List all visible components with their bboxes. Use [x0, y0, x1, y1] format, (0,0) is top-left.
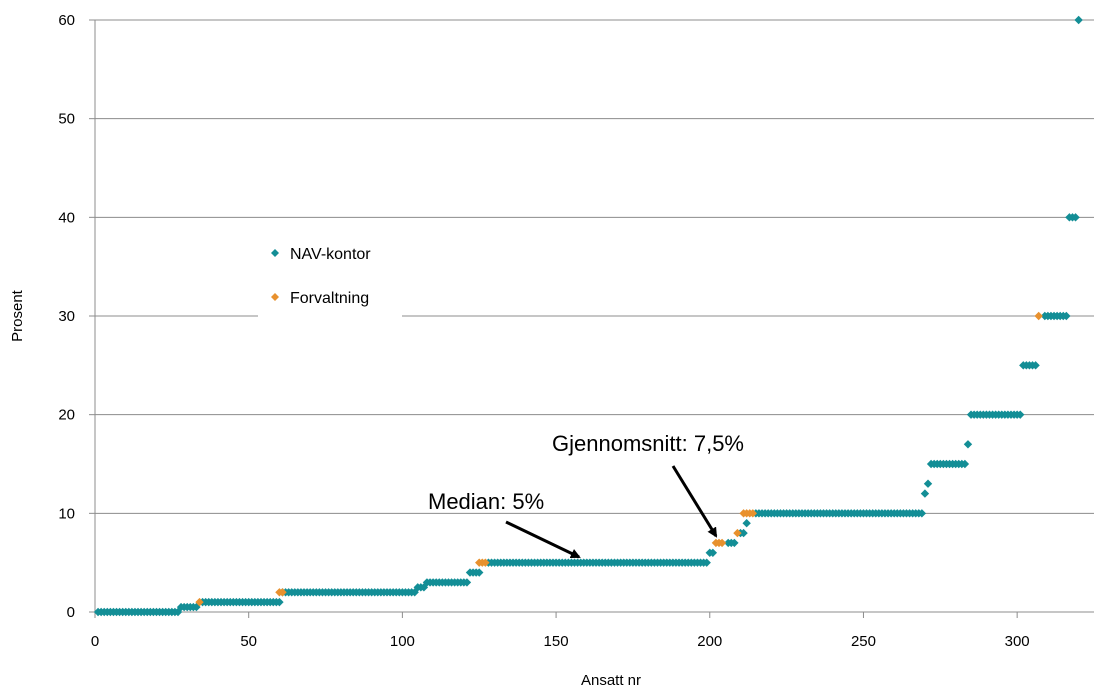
point-nav-kontor [410, 588, 419, 597]
point-forvaltning [278, 588, 287, 597]
x-tick-labels: 0 50 100 150 200 250 300 [91, 633, 1030, 650]
legend-label-forvaltning: Forvaltning [290, 290, 369, 307]
point-forvaltning [195, 597, 204, 607]
legend-marker-nav-kontor [271, 249, 279, 257]
annotation-median-arrow [505, 520, 581, 559]
point-nav-kontor [275, 597, 284, 607]
point-nav-kontor [1031, 361, 1040, 370]
point-forvaltning [481, 558, 490, 567]
y-tick-label: 20 [58, 407, 75, 424]
legend-label-nav-kontor: NAV-kontor [290, 246, 371, 263]
point-nav-kontor [462, 578, 472, 587]
point-forvaltning [717, 538, 727, 548]
point-nav-kontor [475, 568, 484, 577]
point-nav-kontor [917, 509, 927, 518]
annotation-median: Median: 5% [428, 489, 544, 514]
y-axis-title: Prosent [9, 289, 26, 342]
y-tick-label: 60 [58, 12, 75, 29]
legend-background [258, 236, 402, 320]
x-tick-label: 50 [240, 633, 257, 650]
annotations: Median: 5% Gjennomsnitt: 7,5% [428, 431, 744, 559]
point-nav-kontor [963, 440, 973, 449]
legend: NAV-kontor Forvaltning [258, 236, 402, 320]
x-tick-label: 250 [851, 633, 876, 650]
point-nav-kontor [739, 528, 748, 538]
data-points [93, 15, 1083, 617]
x-axis-title: Ansatt nr [581, 672, 641, 689]
x-tick-label: 0 [91, 633, 99, 650]
point-forvaltning [733, 528, 742, 538]
x-tick-label: 200 [697, 633, 722, 650]
y-tick-label: 10 [58, 505, 75, 522]
point-nav-kontor [1062, 311, 1071, 321]
annotation-average-arrow [671, 465, 718, 538]
y-tick-label: 30 [58, 308, 75, 325]
point-nav-kontor [920, 489, 930, 498]
point-forvaltning [1034, 311, 1043, 321]
x-tick-label: 150 [544, 633, 569, 650]
y-tick-label: 50 [58, 111, 75, 128]
x-tick-label: 100 [390, 633, 415, 650]
point-nav-kontor [742, 519, 751, 528]
point-forvaltning [748, 509, 758, 518]
x-tick-label: 300 [1005, 633, 1030, 650]
point-nav-kontor [708, 548, 718, 557]
annotation-average: Gjennomsnitt: 7,5% [552, 431, 744, 456]
y-tick-labels: 0 10 20 30 40 50 60 [58, 12, 75, 621]
point-nav-kontor [1074, 15, 1083, 25]
legend-item-nav-kontor: NAV-kontor [271, 246, 371, 263]
legend-marker-forvaltning [271, 293, 279, 301]
legend-item-forvaltning: Forvaltning [271, 290, 369, 307]
axes [89, 19, 1094, 618]
y-tick-label: 40 [58, 209, 75, 226]
point-nav-kontor [923, 479, 933, 488]
point-nav-kontor [960, 459, 970, 469]
point-nav-kontor [702, 558, 711, 567]
point-nav-kontor [1071, 213, 1080, 222]
point-nav-kontor [1016, 410, 1025, 419]
point-nav-kontor [730, 538, 739, 548]
y-tick-label: 0 [67, 604, 75, 621]
